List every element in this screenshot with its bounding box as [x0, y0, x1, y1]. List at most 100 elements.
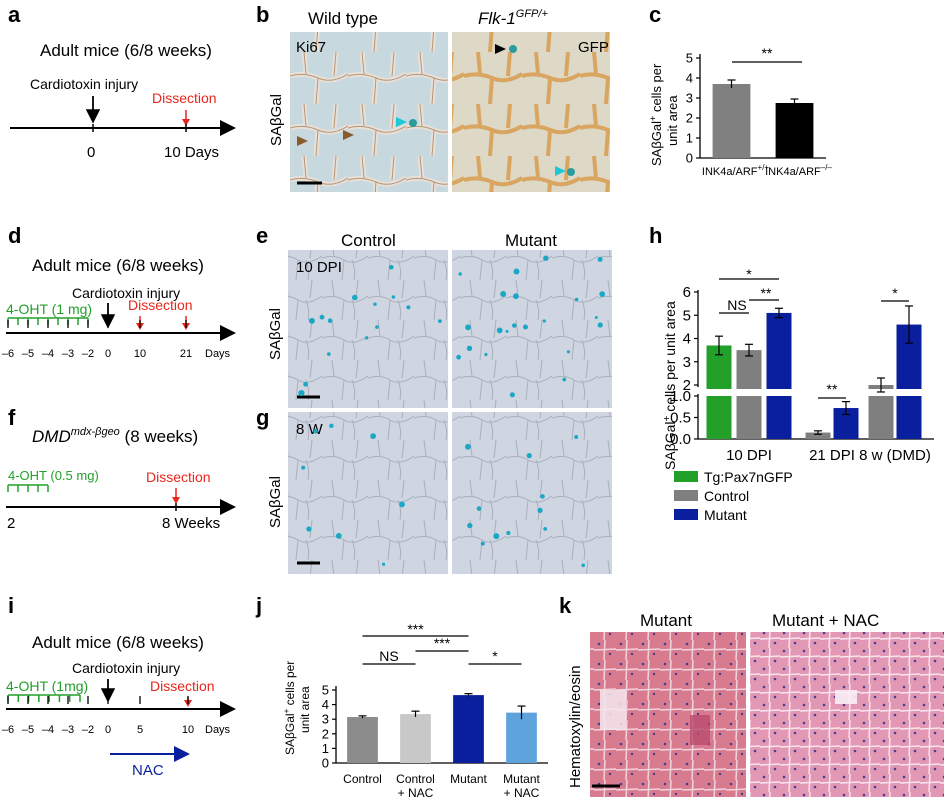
sagal-positive-cell	[327, 318, 333, 324]
tick-label-f-0: 2	[7, 515, 15, 532]
panel-label-c: c	[649, 2, 661, 27]
tick-labels-d: –6 –5 –4 –3 –2 0 10 21	[2, 320, 192, 360]
sagal-positive-cell	[319, 314, 325, 320]
bar	[712, 84, 751, 158]
micrograph-k-mutant-nac	[750, 632, 944, 797]
y-tick-label: 4	[322, 697, 329, 712]
tag-10dpi: 10 DPI	[296, 259, 342, 276]
sagal-positive-cell	[581, 563, 585, 568]
y-tick-label: 4	[683, 331, 691, 348]
tick-label: –3	[62, 348, 74, 360]
sagal-positive-cell	[566, 350, 571, 354]
x-tick-label: INK4a/ARF+/+	[702, 163, 770, 178]
micrograph-wildtype	[290, 32, 448, 192]
y-tick-label: 1.0	[670, 388, 691, 405]
panel-d: d Adult mice (6/8 weeks) Cardiotoxin inj…	[2, 223, 236, 360]
y-tick-label: 5	[686, 51, 693, 66]
bar	[805, 432, 831, 439]
sagal-positive-cell	[364, 336, 369, 340]
panel-i: i Adult mice (6/8 weeks) Cardiotoxin inj…	[2, 593, 236, 779]
tick-label-a-1: 10 Days	[164, 144, 219, 161]
sagal-positive-cell	[543, 255, 549, 261]
drug-label-f: 4-OHT (0.5 mg)	[8, 468, 99, 483]
col-label-mutant: Mutant	[505, 231, 557, 250]
y-tick-label: 0	[322, 756, 329, 771]
y-tick-label: 2	[683, 377, 691, 394]
dissection-label-d: Dissection	[128, 297, 193, 313]
sagal-positive-cell	[597, 256, 603, 262]
tick-label: –5	[22, 348, 34, 360]
col-label-control: Control	[341, 231, 396, 250]
timeline-title-a: Adult mice (6/8 weeks)	[40, 41, 212, 60]
bar	[347, 717, 378, 763]
sagal-positive-cell	[335, 533, 342, 539]
dissection-label-f: Dissection	[146, 469, 211, 485]
sagal-positive-cell	[438, 319, 442, 323]
x-tick-label: + NAC	[504, 786, 540, 800]
x-tick-label: INK4a/ARF–/–	[765, 163, 832, 178]
col-label-flk1: Flk-1GFP/+	[478, 8, 548, 28]
sig-8w: *	[892, 285, 898, 301]
cyan-arrowhead-2	[555, 166, 566, 176]
y-tick-label: 6	[683, 284, 691, 301]
sig-ns: NS	[727, 297, 746, 313]
bar-lower-segment	[896, 396, 922, 439]
ylabel-j-2: unit area	[298, 686, 312, 733]
sig-pair: **	[761, 285, 772, 301]
ylabel-j: SAβGal+ cells per	[282, 661, 297, 755]
sagal-cell-b2	[509, 45, 517, 53]
legend-swatch	[674, 490, 698, 501]
panel-b: b Wild type Flk-1GFP/+ Ki67 GFP SAβGal	[256, 2, 610, 192]
bar	[506, 712, 537, 763]
bar-upper-segment	[736, 350, 762, 389]
tick-label-f-1: 8 Weeks	[162, 515, 220, 532]
tag-8w: 8 W	[296, 421, 324, 438]
timeline-title-d: Adult mice (6/8 weeks)	[32, 256, 204, 275]
bar-lower-segment	[868, 396, 894, 439]
sagal-positive-cell	[389, 264, 394, 270]
sig-top: ***	[407, 621, 424, 637]
cyan-arrowhead-1	[396, 117, 407, 127]
sagal-positive-cell	[513, 268, 520, 275]
panel-label-g: g	[256, 405, 269, 430]
sagal-positive-cell	[505, 329, 509, 333]
bar-lower-segment	[766, 396, 792, 439]
sagal-positive-cell	[373, 302, 377, 306]
micrograph-flk1	[452, 32, 610, 192]
x-tick-label: + NAC	[398, 786, 434, 800]
sagal-positive-cell	[509, 392, 515, 398]
tick-label: 21	[180, 348, 192, 360]
dissection-arrowhead-f	[172, 497, 180, 504]
ylabel-g: SAβGal	[267, 476, 284, 528]
sagal-cell-b3	[567, 168, 575, 176]
y-tick-label: 5	[683, 307, 691, 324]
sagal-positive-cell	[506, 530, 511, 536]
sagal-dots-g	[301, 423, 585, 568]
panel-label-e: e	[256, 223, 268, 248]
y-tick-label: 2	[322, 726, 329, 741]
tick-label: –4	[42, 724, 54, 736]
y-tick-label: 1	[322, 741, 329, 756]
y-tick-label: 0	[686, 151, 693, 166]
col-label-k-mutant: Mutant	[640, 611, 692, 630]
panel-h: h SAβGal+ cells per unit area 2 3 4 5 6 0.0 0.…	[649, 223, 934, 523]
sagal-positive-cell	[542, 319, 546, 323]
sagal-positive-cell	[480, 541, 485, 546]
sagal-positive-cell	[308, 317, 315, 324]
y-tick-label: 3	[683, 354, 691, 371]
sig-right: *	[492, 648, 498, 664]
panel-label-i: i	[8, 593, 14, 618]
injury-label-i: Cardiotoxin injury	[72, 660, 180, 676]
sagal-positive-cell	[493, 533, 500, 540]
x-group-label: 21 DPI	[809, 447, 855, 464]
k-gap-2	[835, 690, 857, 704]
drug-ticks-f	[7, 484, 49, 492]
black-arrowhead	[495, 44, 506, 54]
y-tick-label: 5	[322, 683, 329, 698]
sagal-positive-cell	[574, 297, 579, 302]
panel-label-k: k	[559, 593, 572, 618]
dissection-label-a: Dissection	[152, 90, 217, 106]
legend-swatch	[674, 509, 698, 520]
drug-label-i: 4-OHT (1mg)	[6, 678, 88, 694]
